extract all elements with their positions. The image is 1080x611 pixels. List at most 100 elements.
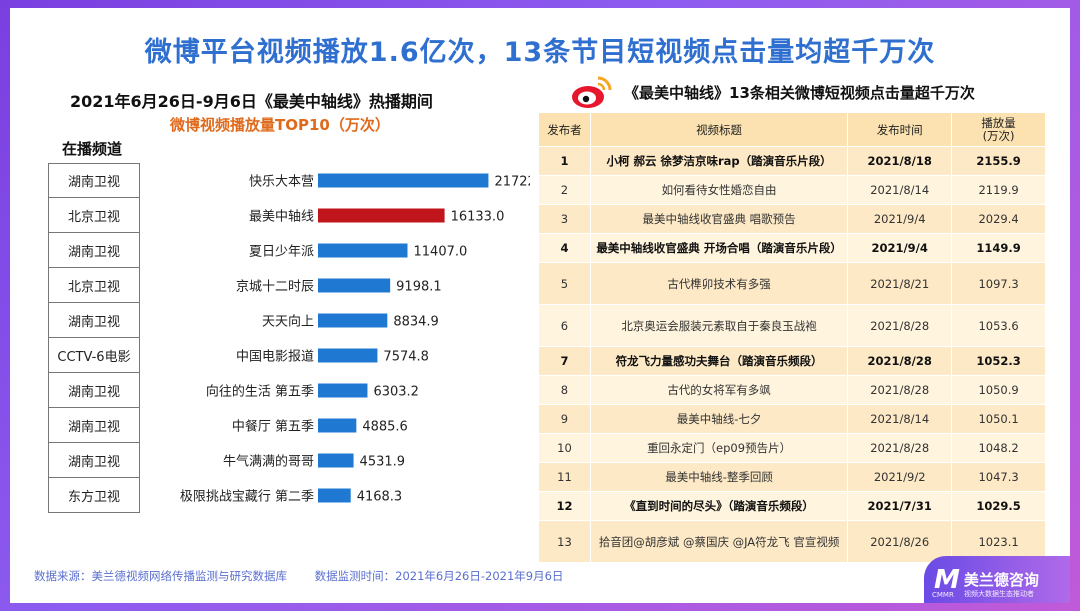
table-row: 7 符龙飞力量感功夫舞台（踏演音乐频段） 2021/8/28 1052.3	[538, 346, 1046, 376]
cell-rank: 1	[538, 146, 591, 176]
weibo-logo-icon	[572, 76, 612, 108]
data-label: 11407.0	[414, 245, 468, 260]
channel-cell: 北京卫视	[48, 198, 140, 233]
brand-slogan: 视频大数据生态推动者	[964, 590, 1034, 598]
table-row: 1 小柯 郝云 徐梦洁京味rap（踏演音乐片段） 2021/8/18 2155.9	[538, 146, 1046, 176]
cell-rank: 8	[538, 375, 591, 405]
cell-date: 2021/8/14	[847, 404, 953, 434]
channel-cell: 湖南卫视	[48, 163, 140, 198]
bar	[318, 418, 357, 433]
cell-date: 2021/9/4	[847, 233, 953, 263]
monitoring-period: 数据监测时间：2021年6月26日-2021年9月6日	[314, 569, 564, 583]
cell-rank: 9	[538, 404, 591, 434]
cell-plays: 1029.5	[951, 491, 1046, 521]
cell-title: 《直到时间的尽头》（踏演音乐频段）	[589, 491, 849, 521]
cell-rank: 11	[538, 462, 591, 492]
column-header-plays: 播放量 (万次)	[951, 112, 1046, 147]
cell-plays: 1149.9	[951, 233, 1046, 263]
cell-rank: 4	[538, 233, 591, 263]
table-row: 10 重回永定门（ep09预告片） 2021/8/28 1048.2	[538, 433, 1046, 463]
channel-cell: 湖南卫视	[48, 303, 140, 338]
channel-cell: 湖南卫视	[48, 373, 140, 408]
bar	[318, 208, 445, 223]
column-header-date: 发布时间	[847, 112, 953, 147]
cell-plays: 1052.3	[951, 346, 1046, 376]
column-header-publisher: 发布者	[538, 112, 591, 147]
table-row: 9 最美中轴线-七夕 2021/8/14 1050.1	[538, 404, 1046, 434]
cell-date: 2021/8/14	[847, 175, 953, 205]
bar	[318, 313, 388, 328]
channel-column-header: 在播频道	[62, 140, 123, 158]
category-label: 向往的生活 第五季	[206, 384, 314, 400]
cell-date: 2021/8/26	[847, 520, 953, 563]
data-label: 9198.1	[396, 280, 442, 295]
category-label: 夏日少年派	[249, 245, 314, 260]
cell-plays: 2119.9	[951, 175, 1046, 205]
left-panel-title: 2021年6月26日-9月6日《最美中轴线》热播期间	[70, 92, 433, 111]
bar	[318, 243, 408, 258]
cell-plays: 1053.6	[951, 304, 1046, 347]
cell-date: 2021/8/28	[847, 346, 953, 376]
bar	[318, 488, 351, 503]
data-label: 21722.9	[494, 175, 530, 190]
cell-date: 2021/8/21	[847, 262, 953, 305]
channel-cell: 北京卫视	[48, 268, 140, 303]
slide: 微博平台视频播放1.6亿次，13条节目短视频点击量均超千万次 2021年6月26…	[10, 8, 1070, 603]
table-row: 5 古代榫卯技术有多强 2021/8/21 1097.3	[538, 262, 1046, 305]
cell-title: 重回永定门（ep09预告片）	[589, 433, 849, 463]
channel-list: 湖南卫视 北京卫视 湖南卫视 北京卫视 湖南卫视 CCTV-6电影 湖南卫视 湖南卫视 湖南卫视…	[48, 163, 140, 513]
category-label: 天天向上	[262, 314, 314, 330]
channel-cell: 湖南卫视	[48, 408, 140, 443]
cell-date: 2021/8/28	[847, 433, 953, 463]
cell-plays: 1097.3	[951, 262, 1046, 305]
cell-rank: 2	[538, 175, 591, 205]
cell-title: 符龙飞力量感功夫舞台（踏演音乐频段）	[589, 346, 849, 376]
data-label: 6303.2	[373, 385, 419, 400]
cell-plays: 2155.9	[951, 146, 1046, 176]
cell-rank: 7	[538, 346, 591, 376]
data-label: 4885.6	[362, 420, 408, 435]
cell-title: 古代榫卯技术有多强	[589, 262, 849, 305]
video-table: 发布者 视频标题 发布时间 播放量 (万次) 1 小柯 郝云 徐梦洁京味rap（踏…	[538, 112, 1046, 563]
footer: 数据来源：美兰德视频网络传播监测与研究数据库 数据监测时间：2021年6月26日…	[34, 568, 587, 584]
data-label: 16133.0	[451, 210, 505, 225]
cell-plays: 1050.9	[951, 375, 1046, 405]
cell-date: 2021/7/31	[847, 491, 953, 521]
bar	[318, 173, 489, 188]
brand-name: 美兰德咨询	[963, 571, 1039, 589]
cell-date: 2021/9/4	[847, 204, 953, 234]
table-row: 2 如何看待女性婚恋自由 2021/8/14 2119.9	[538, 175, 1046, 205]
cell-title: 最美中轴线收官盛典 唱歌预告	[589, 204, 849, 234]
table-row: 8 古代的女将军有多飒 2021/8/28 1050.9	[538, 375, 1046, 405]
channel-cell: 湖南卫视	[48, 233, 140, 268]
category-label: 中餐厅 第五季	[232, 419, 314, 435]
category-label: 最美中轴线	[249, 210, 314, 225]
data-label: 4531.9	[360, 455, 406, 470]
table-row: 13 拾音团@胡彦斌 @蔡国庆 @JA符龙飞 官宣视频 2021/8/26 1023.…	[538, 520, 1046, 563]
table-row: 12 《直到时间的尽头》（踏演音乐频段） 2021/7/31 1029.5	[538, 491, 1046, 521]
data-label: 7574.8	[383, 350, 429, 365]
bar	[318, 383, 368, 398]
cell-rank: 3	[538, 204, 591, 234]
bar	[318, 348, 378, 363]
brand-logo: M 美兰德咨询 CMMR 视频大数据生态推动者	[924, 556, 1070, 603]
data-label: 4168.3	[357, 490, 403, 505]
cell-title: 古代的女将军有多飒	[589, 375, 849, 405]
cell-plays: 1050.1	[951, 404, 1046, 434]
column-header-title: 视频标题	[589, 112, 849, 147]
table-row: 4 最美中轴线收官盛典 开场合唱（踏演音乐片段） 2021/9/4 1149.9	[538, 233, 1046, 263]
cell-date: 2021/8/28	[847, 375, 953, 405]
cell-rank: 12	[538, 491, 591, 521]
cell-rank: 13	[538, 520, 591, 563]
brand-tag: CMMR	[932, 591, 954, 599]
brand-m-icon: M	[934, 564, 960, 595]
cell-title: 最美中轴线-整季回顾	[589, 462, 849, 492]
data-label: 8834.9	[393, 315, 439, 330]
cell-date: 2021/8/28	[847, 304, 953, 347]
category-label: 极限挑战宝藏行 第二季	[180, 490, 314, 505]
channel-cell: CCTV-6电影	[48, 338, 140, 373]
cell-title: 拾音团@胡彦斌 @蔡国庆 @JA符龙飞 官宣视频	[589, 520, 849, 563]
cell-plays: 1048.2	[951, 433, 1046, 463]
bar	[318, 278, 391, 293]
cell-rank: 6	[538, 304, 591, 347]
